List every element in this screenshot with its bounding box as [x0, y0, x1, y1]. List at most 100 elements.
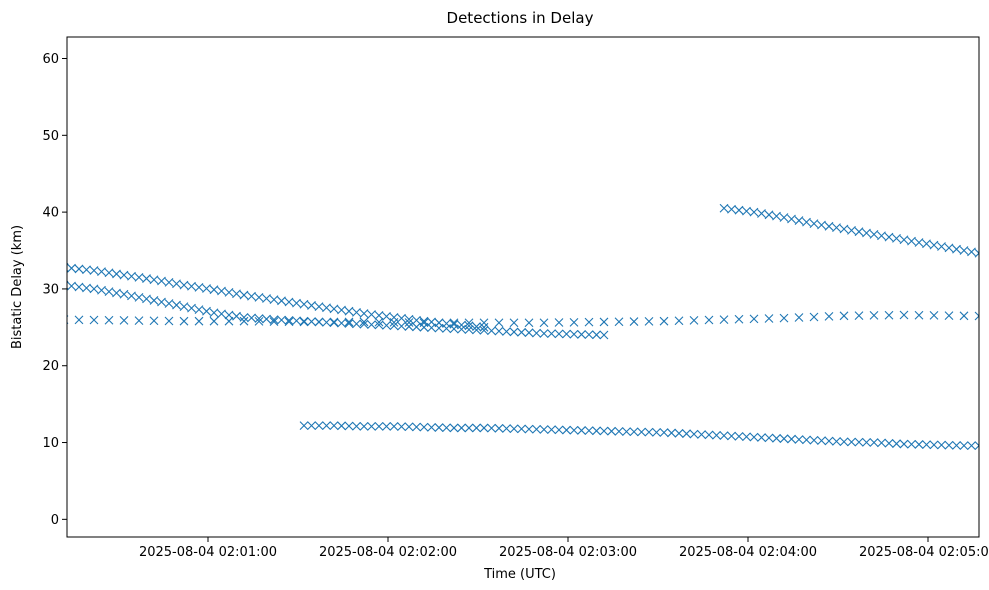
data-point-track-d	[607, 426, 616, 436]
data-point-track-b	[644, 316, 654, 326]
data-point-track-d	[449, 423, 459, 433]
data-point-track-b	[149, 316, 159, 326]
data-point-track-a	[89, 284, 99, 294]
data-point-track-e	[359, 309, 369, 318]
data-point-track-d	[787, 434, 796, 444]
data-point-track-d	[464, 423, 474, 433]
data-point-track-d	[577, 426, 586, 435]
data-point-track-c	[809, 219, 819, 229]
data-point-track-d	[749, 432, 759, 442]
data-point-track-a	[562, 329, 571, 339]
data-point-track-e	[74, 264, 84, 274]
data-point-track-b	[344, 317, 354, 327]
data-point-track-e	[479, 322, 489, 332]
data-point-track-a	[307, 317, 316, 326]
data-point-track-b	[479, 318, 489, 328]
data-point-track-d	[667, 428, 676, 438]
data-point-track-a	[599, 330, 609, 340]
data-point-track-a	[569, 329, 579, 339]
data-point-track-e	[352, 307, 361, 317]
data-point-track-d	[877, 438, 886, 448]
data-point-track-a	[592, 330, 601, 340]
data-point-track-a	[539, 329, 549, 338]
data-point-track-d	[389, 422, 399, 431]
data-point-track-e	[299, 299, 309, 309]
data-point-track-d	[869, 438, 879, 447]
data-point-track-b	[314, 317, 324, 327]
data-point-track-a	[457, 324, 466, 334]
y-tick-label: 10	[42, 436, 59, 451]
data-point-track-c	[854, 227, 864, 237]
data-point-track-a	[172, 300, 181, 310]
data-point-track-a	[374, 320, 384, 330]
data-point-track-d	[682, 429, 691, 439]
data-point-track-a	[134, 292, 144, 302]
data-point-track-a	[472, 325, 481, 335]
data-point-track-e	[374, 311, 384, 320]
data-point-track-a	[232, 311, 241, 321]
data-point-track-b	[614, 317, 624, 327]
data-point-track-c	[914, 238, 924, 247]
data-point-track-a	[584, 330, 594, 340]
data-point-track-a	[97, 285, 106, 295]
data-point-track-c	[974, 248, 979, 258]
data-point-track-a	[344, 319, 354, 328]
data-point-track-d	[532, 424, 541, 434]
data-point-track-d	[562, 425, 571, 435]
data-point-track-e	[427, 317, 436, 327]
data-point-track-e	[119, 270, 129, 280]
data-point-track-e	[104, 268, 114, 278]
x-tick-label: 2025-08-04 02:02:00	[319, 545, 457, 560]
data-point-track-a	[367, 320, 376, 330]
data-point-track-d	[892, 439, 901, 449]
data-point-track-e	[442, 319, 451, 328]
data-point-track-d	[899, 439, 909, 449]
data-point-track-c	[824, 221, 834, 231]
data-point-track-c	[727, 204, 736, 214]
data-point-track-b	[209, 316, 219, 326]
data-point-track-d	[809, 435, 819, 445]
data-point-track-e	[247, 291, 256, 301]
data-point-track-c	[983, 251, 989, 259]
data-point-track-d	[697, 430, 706, 439]
data-point-track-d	[854, 437, 864, 447]
data-point-track-c	[749, 207, 759, 217]
data-point-track-e	[449, 319, 459, 329]
data-point-track-d	[734, 431, 744, 441]
data-point-track-d	[419, 422, 429, 432]
data-point-track-d	[824, 436, 834, 446]
data-point-track-b	[74, 315, 84, 325]
data-point-track-e	[397, 313, 406, 323]
data-point-track-a	[269, 315, 279, 325]
y-tick-label: 50	[42, 129, 59, 144]
data-point-track-b	[599, 317, 609, 327]
data-point-track-a	[239, 312, 249, 322]
data-point-track-b	[329, 317, 339, 327]
data-point-track-b	[704, 315, 714, 325]
data-point-track-a	[74, 282, 84, 292]
data-point-track-a	[389, 321, 399, 331]
data-point-track-a	[547, 329, 556, 339]
data-point-track-e	[194, 282, 204, 292]
data-point-track-d	[502, 424, 511, 433]
data-point-track-d	[442, 423, 451, 433]
data-point-track-e	[419, 316, 429, 326]
data-point-track-e	[337, 305, 346, 315]
data-point-track-e	[142, 274, 151, 283]
data-point-track-e	[277, 296, 286, 306]
data-point-track-a	[262, 314, 271, 324]
data-point-track-a	[224, 310, 234, 320]
data-point-track-e	[314, 302, 324, 311]
data-point-track-d	[659, 428, 669, 437]
data-point-track-d	[382, 422, 391, 431]
data-point-track-c	[832, 223, 841, 233]
data-point-track-b	[899, 310, 909, 320]
data-point-track-d	[322, 421, 331, 431]
data-point-track-d	[622, 427, 631, 436]
data-point-track-b	[584, 317, 594, 327]
data-point-track-c	[847, 225, 856, 235]
data-point-track-c	[952, 244, 961, 254]
data-point-track-b	[89, 315, 99, 325]
data-point-track-d	[967, 441, 976, 450]
data-point-track-c	[779, 213, 789, 222]
